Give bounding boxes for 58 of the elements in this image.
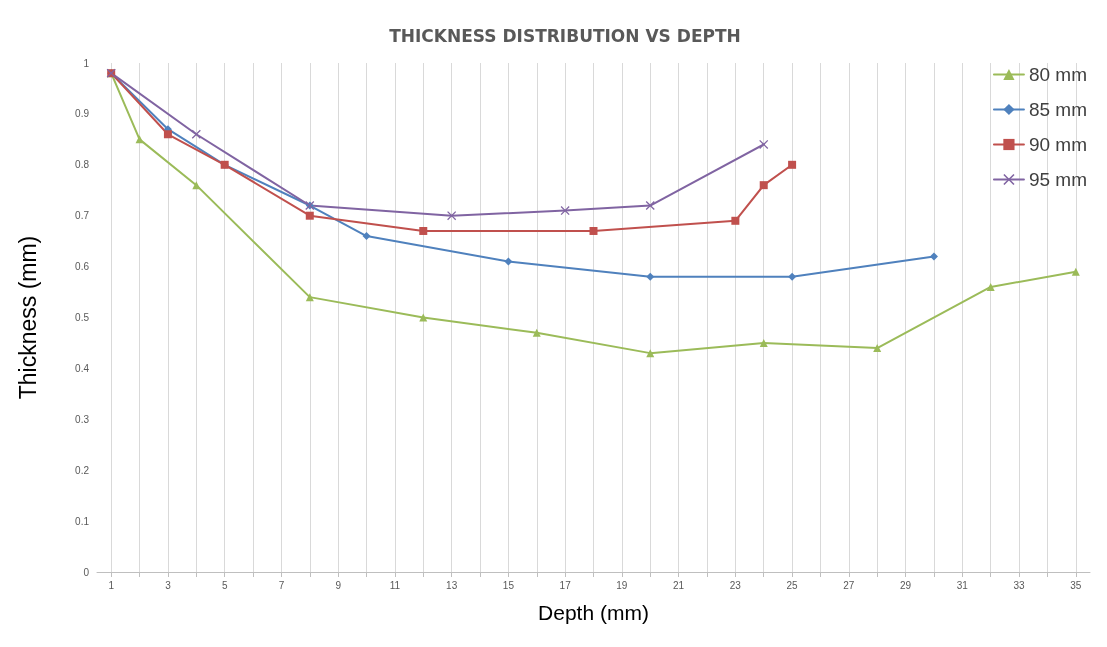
x-tick-label: 33 <box>1013 579 1026 591</box>
x-tick-label: 3 <box>165 579 172 591</box>
y-tick-label: 0.4 <box>75 362 90 374</box>
x-tick-label: 17 <box>559 579 572 591</box>
y-tick-label: 0.6 <box>75 261 90 273</box>
point <box>589 226 598 235</box>
point <box>305 211 314 220</box>
legend-label: 85 mm <box>1028 99 1088 120</box>
point <box>1071 267 1080 276</box>
x-axis-title: Depth (mm) <box>538 601 649 624</box>
x-tick-label: 11 <box>389 579 401 591</box>
y-tick-label: 0.3 <box>75 413 90 425</box>
y-tick-label: 0.7 <box>75 210 90 222</box>
x-tick-label: 29 <box>900 579 912 591</box>
x-tick-label: 15 <box>502 579 515 591</box>
x-tick-label: 21 <box>673 579 685 591</box>
x-tick-label: 35 <box>1070 579 1082 591</box>
x-tick-label: 9 <box>335 579 342 591</box>
point <box>532 328 541 337</box>
x-tick-label: 7 <box>278 579 285 591</box>
x-tick-label: 1 <box>108 579 115 591</box>
point <box>759 181 768 190</box>
point <box>419 226 428 235</box>
point <box>759 139 769 149</box>
x-tick-label: 23 <box>729 579 742 591</box>
x-tick-label: 5 <box>221 579 228 591</box>
x-tick-label: 13 <box>446 579 458 591</box>
point <box>873 344 882 353</box>
y-tick-label: 0.2 <box>75 464 90 476</box>
x-tick-label: 19 <box>616 579 628 591</box>
x-tick-label: 31 <box>956 579 969 591</box>
point <box>731 216 740 225</box>
point <box>135 135 144 144</box>
point <box>645 201 655 211</box>
legend-label: 95 mm <box>1028 169 1088 190</box>
y-axis-title: Thickness (mm) <box>14 235 41 400</box>
point <box>788 272 797 281</box>
chart-title: THICKNESS DISTRIBUTION VS DEPTH <box>389 25 741 46</box>
point <box>986 282 995 291</box>
legend-label: 90 mm <box>1028 134 1088 155</box>
y-tick-label: 0.9 <box>75 108 90 120</box>
point <box>560 206 570 216</box>
point <box>788 160 797 169</box>
point <box>419 313 428 322</box>
y-tick-label: 0.5 <box>75 312 90 323</box>
y-tick-label: 0 <box>83 566 90 578</box>
point <box>362 232 371 241</box>
legend-label: 80 mm <box>1028 64 1088 85</box>
point <box>759 338 768 347</box>
y-tick-label: 0.8 <box>75 159 90 171</box>
x-tick-label: 25 <box>786 579 799 591</box>
x-tick-label: 27 <box>843 579 855 591</box>
y-tick-label: 1 <box>83 57 90 69</box>
point <box>504 257 513 266</box>
y-tick-label: 0.1 <box>75 515 90 527</box>
point <box>646 272 655 281</box>
point <box>163 130 172 139</box>
point <box>929 252 938 261</box>
